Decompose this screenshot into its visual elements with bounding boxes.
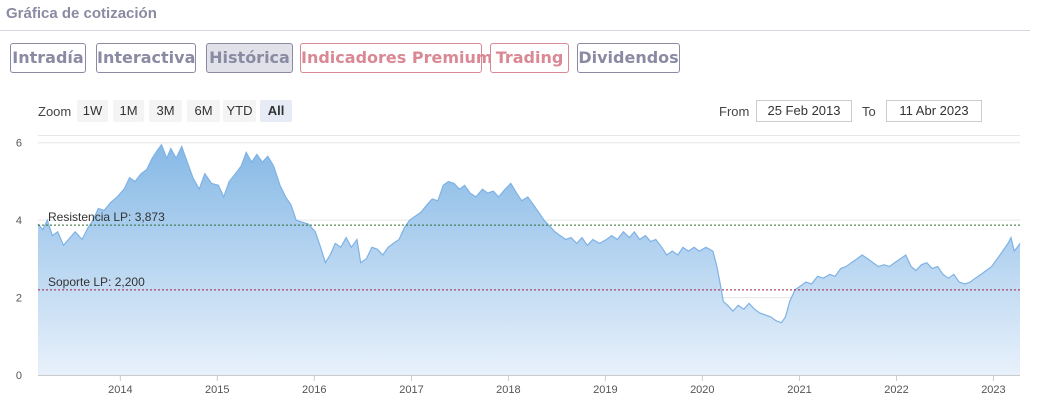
zoom-3m-button[interactable]: 3M xyxy=(149,100,182,122)
tab-interactiva[interactable]: Interactiva xyxy=(96,43,196,73)
zoom-label: Zoom xyxy=(38,104,72,119)
from-label: From xyxy=(719,104,750,119)
zoom-ytd-button[interactable]: YTD xyxy=(223,100,256,122)
x-tick-label: 2019 xyxy=(593,384,617,396)
to-label: To xyxy=(862,104,876,119)
zoom-1m-button[interactable]: 1M xyxy=(113,100,144,122)
zoom-all-button[interactable]: All xyxy=(260,100,292,122)
x-tick-label: 2023 xyxy=(981,384,1005,396)
tab-dividendos[interactable]: Dividendos xyxy=(577,43,680,73)
to-date-input[interactable]: 11 Abr 2023 xyxy=(886,100,982,122)
x-tick-label: 2022 xyxy=(884,384,908,396)
tab-indicadores-premium[interactable]: Indicadores Premium xyxy=(300,43,493,73)
x-tick-label: 2014 xyxy=(108,384,132,396)
x-tick-label: 2017 xyxy=(399,384,423,396)
section-title: Gráfica de cotización xyxy=(6,5,157,22)
x-tick-label: 2018 xyxy=(496,384,520,396)
support-line-label: Soporte LP: 2,200 xyxy=(48,275,145,289)
y-tick-label: 4 xyxy=(16,215,22,227)
x-tick-label: 2016 xyxy=(302,384,326,396)
title-divider xyxy=(0,30,1030,31)
chart-top-divider xyxy=(38,135,1020,136)
resistance-line-label: Resistencia LP: 3,873 xyxy=(48,210,165,224)
tab-trading[interactable]: Trading xyxy=(490,43,569,73)
x-tick-label: 2021 xyxy=(787,384,811,396)
zoom-6m-button[interactable]: 6M xyxy=(187,100,220,122)
price-area xyxy=(38,144,1020,375)
y-tick-label: 0 xyxy=(16,370,22,382)
tab-intradia[interactable]: Intradía xyxy=(10,43,86,73)
tab-historica[interactable]: Histórica xyxy=(206,43,293,73)
from-date-input[interactable]: 25 Feb 2013 xyxy=(756,100,852,122)
x-tick-label: 2015 xyxy=(205,384,229,396)
zoom-1w-button[interactable]: 1W xyxy=(77,100,108,122)
price-line xyxy=(37,143,1021,324)
y-tick-label: 6 xyxy=(16,138,22,150)
y-tick-label: 2 xyxy=(16,293,22,305)
x-tick-label: 2020 xyxy=(690,384,714,396)
